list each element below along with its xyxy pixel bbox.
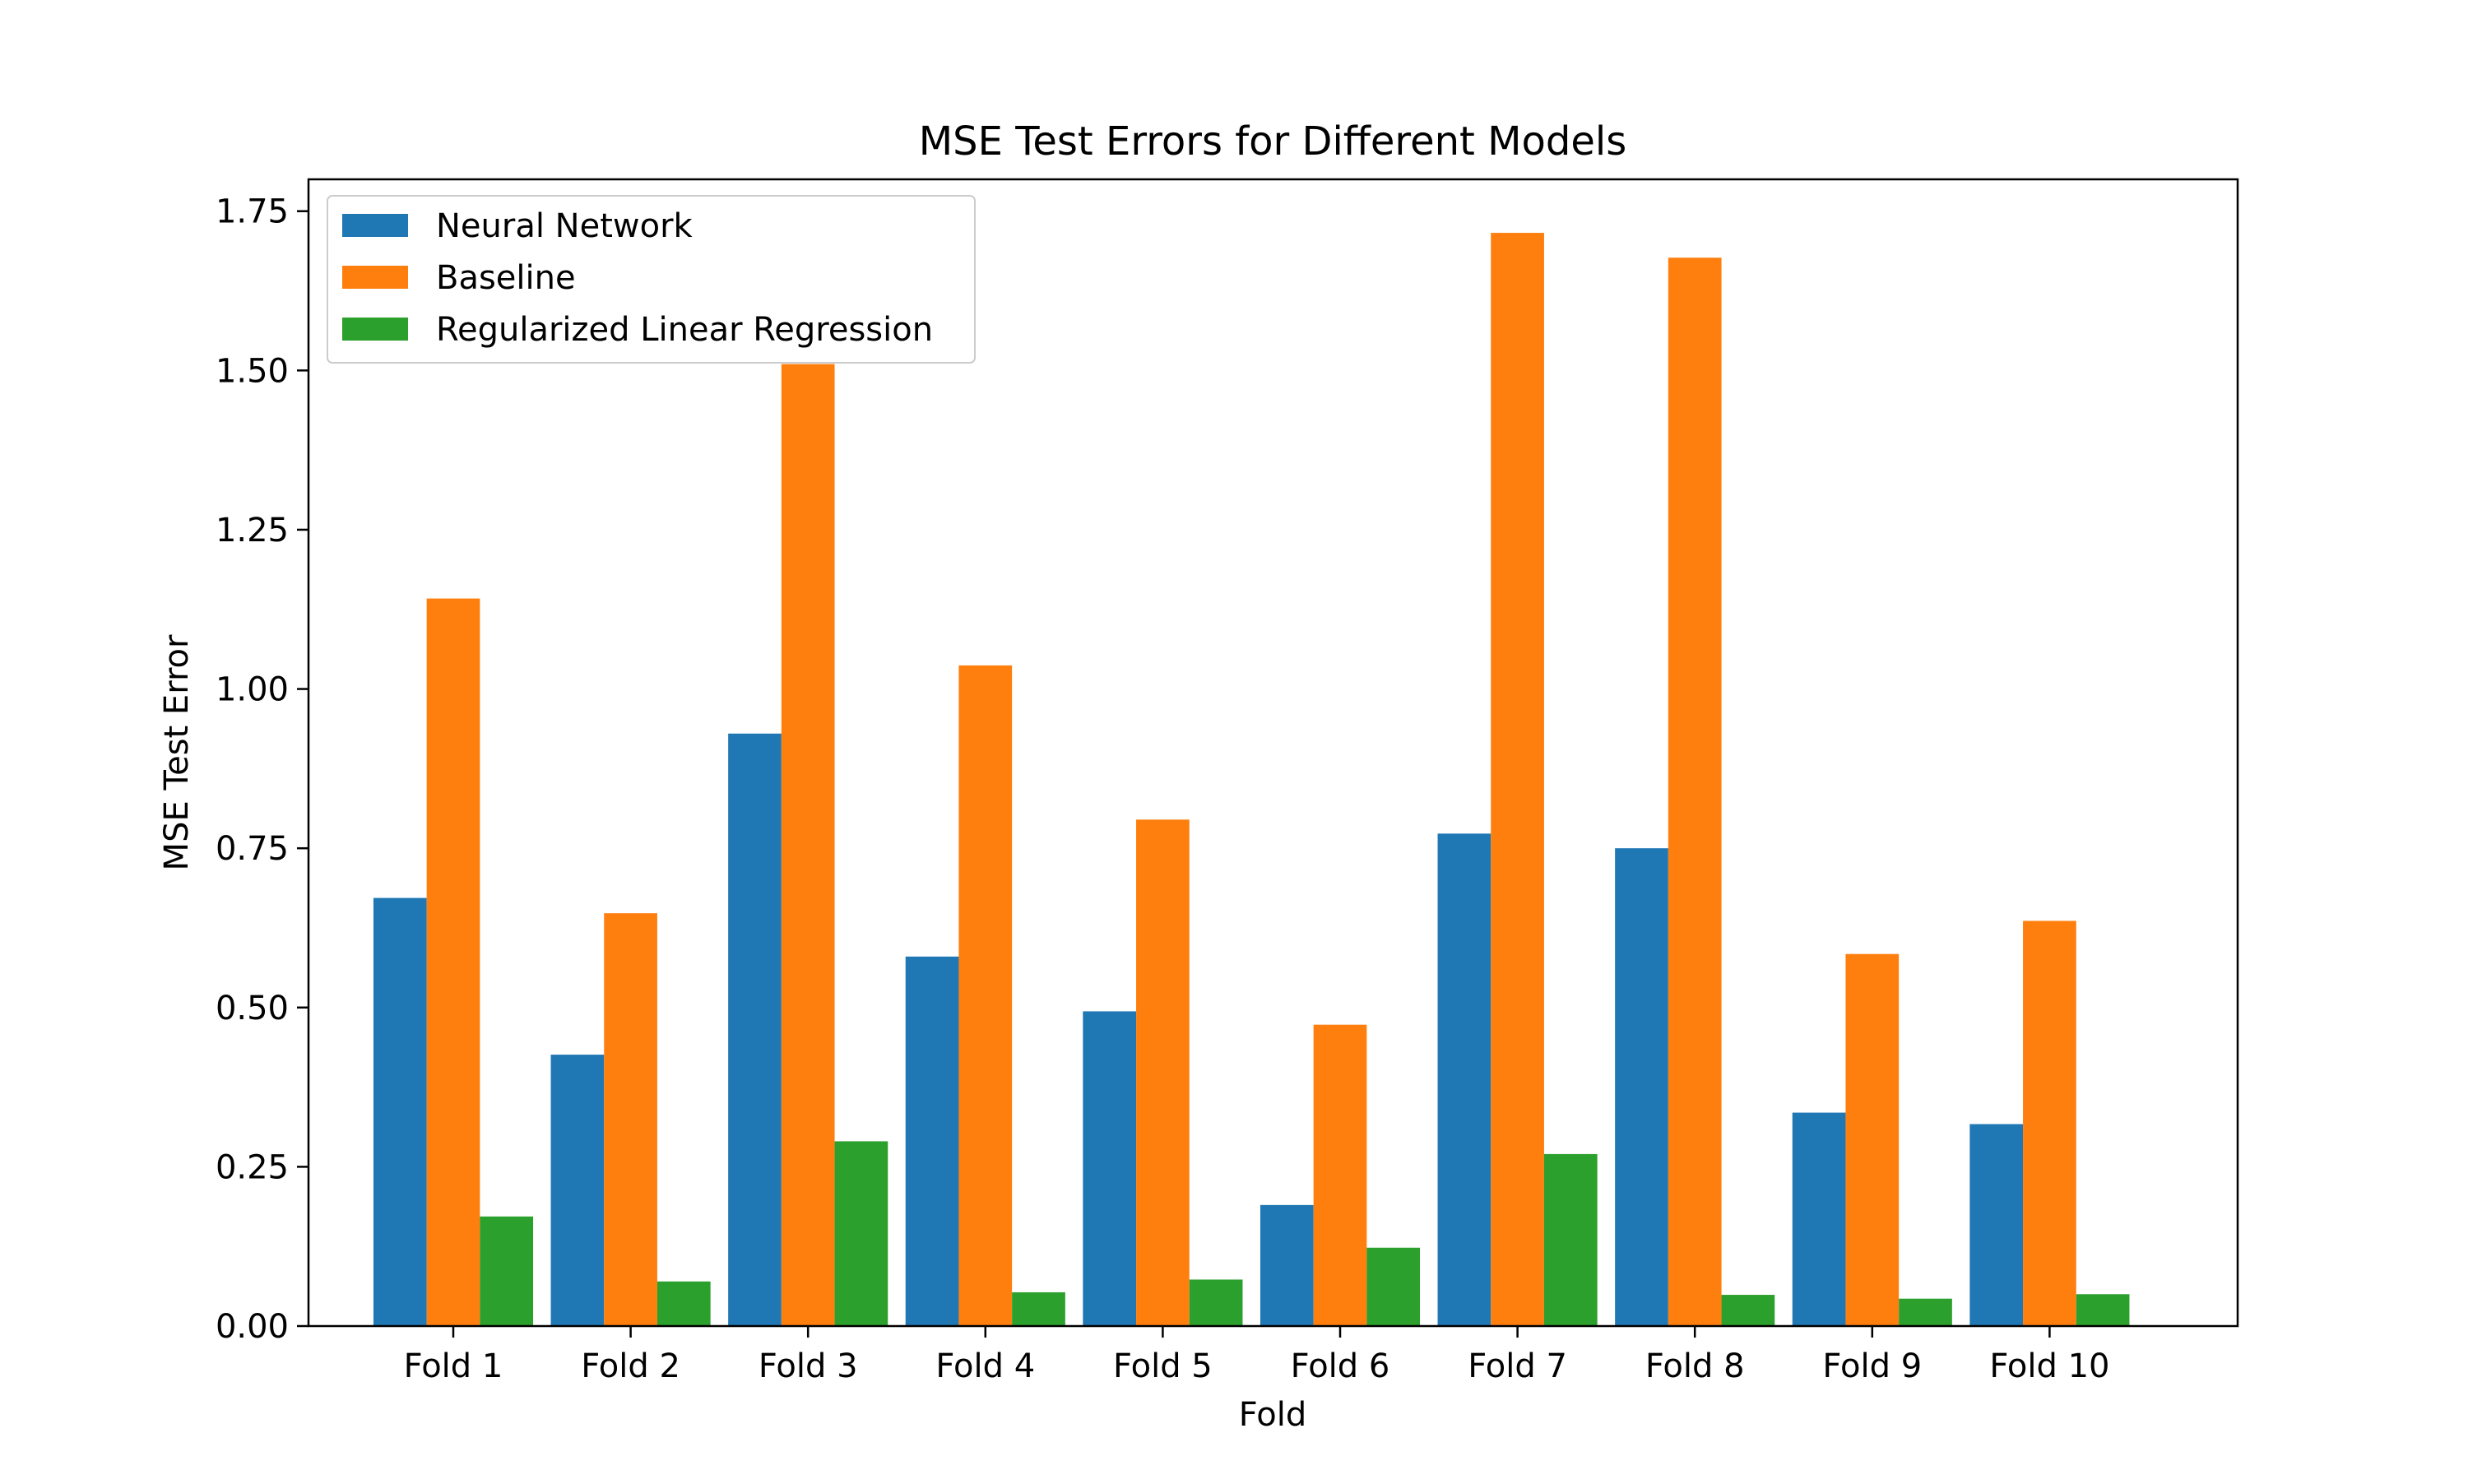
bar-neural-network-fold-5 <box>1083 1011 1137 1326</box>
bar-neural-network-fold-3 <box>728 733 782 1326</box>
bar-baseline-fold-2 <box>604 913 657 1326</box>
y-axis: 0.00 0.25 0.50 0.75 1.00 1.25 1.50 1.75 <box>216 193 308 1346</box>
legend-label: Baseline <box>436 259 576 297</box>
bar-regularized-linear-regression-fold-5 <box>1189 1279 1243 1326</box>
bar-neural-network-fold-1 <box>373 897 427 1326</box>
bar-regularized-linear-regression-fold-9 <box>1899 1298 1952 1326</box>
y-tick-label: 0.75 <box>216 830 289 868</box>
bar-regularized-linear-regression-fold-1 <box>480 1216 534 1326</box>
x-tick-label: Fold 7 <box>1468 1347 1567 1385</box>
y-tick-label: 1.00 <box>216 671 289 709</box>
x-tick-label: Fold 9 <box>1822 1347 1922 1385</box>
bar-neural-network-fold-6 <box>1260 1204 1314 1326</box>
y-tick-label: 0.00 <box>216 1308 289 1346</box>
bar-neural-network-fold-7 <box>1437 833 1491 1326</box>
x-tick-label: Fold 6 <box>1291 1347 1390 1385</box>
bar-regularized-linear-regression-fold-6 <box>1366 1247 1421 1326</box>
bar-regularized-linear-regression-fold-2 <box>656 1281 711 1326</box>
bar-regularized-linear-regression-fold-4 <box>1012 1292 1065 1326</box>
bar-baseline-fold-6 <box>1313 1024 1367 1326</box>
legend-swatch <box>342 214 408 237</box>
bar-baseline-fold-7 <box>1491 233 1544 1326</box>
legend-box <box>327 195 976 364</box>
x-tick-label: Fold 2 <box>581 1347 680 1385</box>
bars-layer <box>373 233 2130 1327</box>
bar-neural-network-fold-9 <box>1792 1112 1846 1326</box>
bar-regularized-linear-regression-fold-8 <box>1721 1295 1775 1326</box>
bar-baseline-fold-3 <box>781 364 835 1327</box>
plot-frame <box>307 178 2239 1328</box>
x-tick-label: Fold 8 <box>1645 1347 1745 1385</box>
bar-regularized-linear-regression-fold-3 <box>834 1141 888 1326</box>
bar-baseline-fold-8 <box>1668 257 1722 1326</box>
x-tick-label: Fold 3 <box>758 1347 858 1385</box>
y-tick-label: 1.25 <box>216 512 289 550</box>
y-tick-label: 1.75 <box>216 193 289 231</box>
legend-swatch <box>342 318 408 341</box>
bar-baseline-fold-4 <box>958 665 1013 1326</box>
x-tick-label: Fold 4 <box>935 1347 1035 1385</box>
x-tick-label: Fold 10 <box>1989 1347 2109 1385</box>
chart-title: MSE Test Errors for Different Models <box>919 118 1627 165</box>
bar-baseline-fold-9 <box>1845 953 1900 1326</box>
bar-neural-network-fold-2 <box>550 1055 605 1326</box>
legend-label: Regularized Linear Regression <box>436 311 933 349</box>
legend-label: Neural Network <box>436 207 694 245</box>
y-axis-label: MSE Test Error <box>158 634 196 870</box>
bar-neural-network-fold-10 <box>1969 1124 2024 1326</box>
x-tick-label: Fold 1 <box>404 1347 503 1385</box>
bar-neural-network-fold-4 <box>905 956 959 1326</box>
bar-baseline-fold-10 <box>2023 921 2076 1326</box>
legend: Neural Network Baseline Regularized Linear… <box>327 195 976 364</box>
y-tick-label: 0.25 <box>216 1148 289 1186</box>
x-axis-label: Fold <box>1239 1396 1307 1434</box>
bar-regularized-linear-regression-fold-7 <box>1543 1153 1598 1326</box>
legend-swatch <box>342 266 408 289</box>
y-tick-label: 0.50 <box>216 990 289 1027</box>
bar-baseline-fold-1 <box>426 598 480 1326</box>
bar-regularized-linear-regression-fold-10 <box>2076 1294 2130 1326</box>
bar-neural-network-fold-8 <box>1615 848 1668 1326</box>
bar-baseline-fold-5 <box>1136 819 1190 1326</box>
x-axis: Fold 1 Fold 2 Fold 3 Fold 4 Fold 5 Fold 6 Fold… <box>404 1326 2109 1385</box>
y-tick-label: 1.50 <box>216 352 289 390</box>
x-tick-label: Fold 5 <box>1113 1347 1213 1385</box>
